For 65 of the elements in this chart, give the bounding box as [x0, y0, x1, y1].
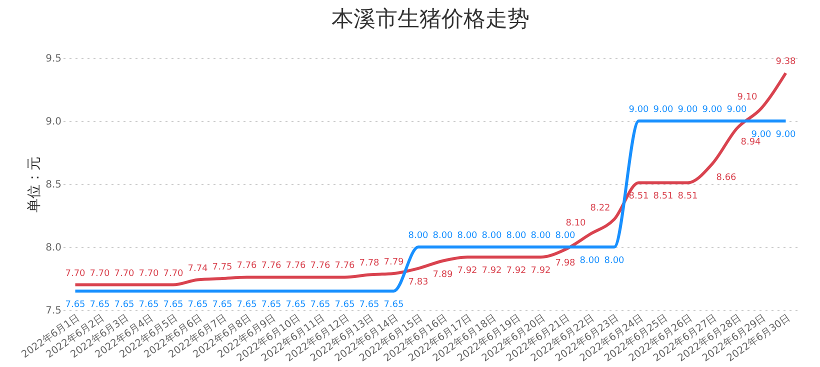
- data-label: 7.79: [384, 257, 404, 268]
- data-label: 8.51: [678, 192, 698, 202]
- data-label: 7.70: [65, 268, 86, 279]
- data-label: 7.76: [310, 261, 331, 272]
- data-label: 8.51: [653, 192, 674, 202]
- data-label: 7.65: [286, 300, 306, 310]
- data-label: 7.89: [432, 270, 454, 280]
- data-label: 7.78: [359, 258, 380, 269]
- data-label: 7.70: [90, 268, 110, 279]
- data-label: 8.94: [740, 138, 762, 148]
- data-label: 8.00: [604, 256, 625, 266]
- data-label: 7.65: [310, 300, 330, 310]
- data-label: 7.83: [408, 277, 428, 288]
- data-label: 7.65: [334, 300, 355, 310]
- data-label: 9.38: [776, 57, 796, 68]
- data-label: 8.00: [555, 231, 576, 241]
- data-label: 7.65: [114, 300, 134, 310]
- data-label: 9.00: [702, 105, 723, 115]
- chart-title: 本溪市生猪价格走势: [332, 7, 530, 32]
- data-label: 7.76: [236, 261, 258, 272]
- data-label: 7.92: [457, 266, 478, 276]
- data-label: 8.00: [530, 231, 552, 241]
- data-label: 7.65: [163, 300, 184, 310]
- data-label: 7.65: [65, 300, 86, 310]
- y-tick-label: 9.0: [46, 116, 62, 128]
- data-label: 7.76: [261, 261, 282, 272]
- data-label: 9.00: [776, 130, 796, 140]
- data-label: 8.00: [506, 231, 527, 241]
- data-label: 8.00: [482, 231, 502, 241]
- y-tick-label: 8.0: [46, 242, 62, 254]
- data-label: 7.92: [482, 266, 502, 276]
- data-label: 7.74: [188, 264, 208, 274]
- data-label: 8.22: [590, 203, 610, 214]
- data-label: 8.00: [457, 231, 478, 241]
- data-label: 9.00: [726, 105, 748, 115]
- data-label: 7.65: [359, 300, 380, 310]
- data-label: 9.00: [653, 105, 674, 115]
- data-label: 7.65: [90, 300, 110, 310]
- data-label: 8.66: [716, 172, 737, 183]
- data-label: 7.70: [114, 268, 135, 279]
- data-label: 7.76: [286, 261, 306, 272]
- data-label: 7.70: [163, 268, 184, 279]
- y-tick-label: 7.5: [46, 306, 62, 316]
- y-axis-title: 单位：元: [26, 156, 43, 212]
- data-label: 7.65: [384, 300, 404, 310]
- data-label: 7.65: [138, 300, 159, 310]
- data-label: 7.65: [236, 300, 257, 310]
- y-tick-label: 9.5: [46, 54, 62, 64]
- data-label: 8.10: [566, 218, 586, 228]
- data-label: 9.00: [678, 105, 698, 115]
- data-label: 7.75: [212, 262, 232, 272]
- data-label: 7.92: [506, 266, 526, 276]
- data-label: 8.00: [580, 256, 600, 266]
- data-label: 8.00: [408, 231, 429, 241]
- data-label: 8.00: [432, 231, 454, 241]
- data-label: 7.65: [188, 300, 208, 310]
- data-label: 9.10: [737, 92, 758, 102]
- y-tick-label: 8.5: [46, 180, 62, 190]
- data-label: 7.65: [261, 300, 282, 310]
- data-label: 9.00: [628, 105, 650, 115]
- data-label: 7.76: [334, 261, 356, 272]
- data-label: 7.92: [530, 266, 551, 276]
- data-label: 7.70: [138, 268, 160, 279]
- data-label: 7.98: [555, 258, 576, 269]
- data-label: 7.65: [212, 300, 232, 310]
